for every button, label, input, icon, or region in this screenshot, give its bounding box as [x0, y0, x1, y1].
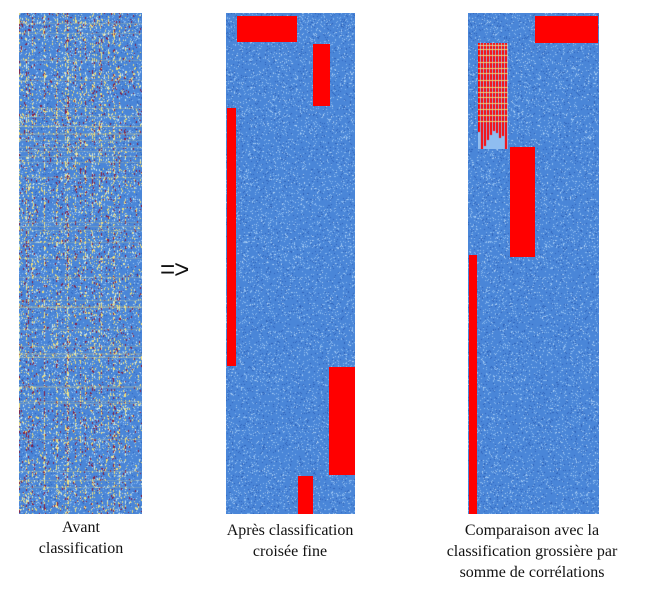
caption-before: Avant classification [38, 519, 124, 557]
striped-cluster-block [478, 43, 508, 149]
heatmap-fine-classification [226, 13, 355, 514]
red-block-upper-right [313, 44, 330, 106]
red-block-middle [510, 147, 535, 257]
red-block-top-right [535, 16, 598, 43]
caption-compare: Comparaison avec la classification gross… [446, 522, 618, 581]
heatmap-before-classification [19, 13, 142, 514]
caption-fine: Après classification croisée fine [226, 522, 354, 560]
red-block-lower-right [329, 367, 355, 475]
heatmap-comparison [468, 13, 599, 514]
heatmap-before-canvas [19, 13, 142, 514]
red-block-left [227, 108, 236, 366]
red-block-top [237, 16, 297, 42]
red-block-bottom [298, 476, 313, 514]
red-block-left-long [469, 255, 477, 514]
arrow-symbol: => [160, 254, 189, 284]
